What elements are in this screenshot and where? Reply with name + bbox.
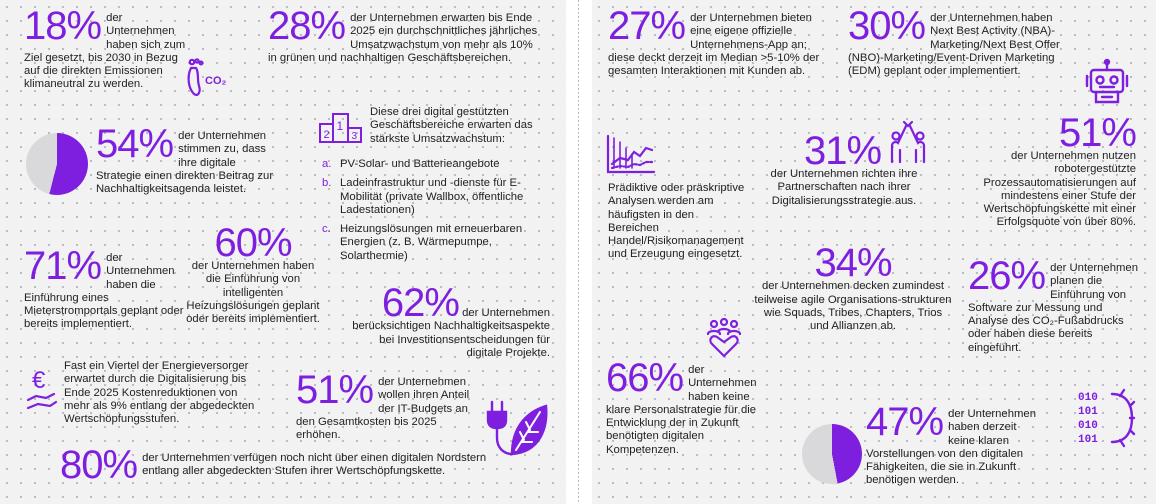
binary-row: 101	[1078, 406, 1098, 418]
stat-lead: der Unternehmen	[462, 307, 550, 319]
list-marker: b.	[322, 177, 332, 190]
stat-value: 66%	[606, 356, 684, 400]
euro-glyph: €	[32, 367, 46, 394]
stat-28: 28% der Unternehmen erwarten bis Ende 20…	[268, 4, 538, 65]
stat-value: 71%	[24, 244, 102, 288]
stat-value: 30%	[848, 4, 926, 48]
footprint-co2-icon: CO₂	[182, 54, 228, 100]
stat-label: der Unternehmen richten ihre Partnerscha…	[770, 168, 918, 207]
stat-value: 34%	[814, 241, 892, 285]
stat-value: 18%	[24, 4, 102, 48]
stat-31: 31% der Unternehmen richten ihre Partner…	[760, 129, 928, 208]
list-text: Heizungslösungen mit erneuerbaren Energi…	[340, 223, 523, 262]
stat-34: 34% der Unternehmen decken zumindest tei…	[754, 243, 952, 333]
list-text: PV-Solar- und Batterieangebote	[340, 158, 500, 170]
stat-27: 27% der Unternehmen bieten eine eigene o…	[608, 4, 820, 78]
stat-label: der Unternehmen erwarten bis Ende 2025 e…	[268, 12, 538, 64]
stat-80: 80% der Unternehmen verfügen noch nicht …	[60, 445, 490, 485]
svg-text:CO₂: CO₂	[205, 75, 227, 87]
stat-value: 27%	[608, 4, 686, 48]
podium-num: 1	[337, 119, 344, 133]
binary-gear-icon: 010 101 010 101	[1076, 388, 1136, 448]
stat-18: 18% der Unternehmen haben sich zum Ziel …	[24, 4, 186, 92]
stat-label: der Unternehmen stimmen zu, dass ihre di…	[96, 130, 274, 196]
stat-value: 31%	[804, 129, 882, 173]
stat-value: 51%	[296, 368, 374, 412]
podium-icon: 1 2 3	[318, 108, 364, 144]
stat-30: 30% der Unternehmen haben Next Best Acti…	[848, 4, 1072, 78]
stat-label: der Unternehmen haben die Einführung von…	[186, 260, 320, 326]
left-panel	[0, 0, 566, 504]
stat-value: 62%	[381, 281, 460, 325]
stat-value: 51%	[1058, 111, 1137, 155]
stat-value: 28%	[268, 4, 346, 48]
list-item: c. Heizungslösungen mit erneuerbaren Ener…	[322, 223, 550, 263]
podium-num: 3	[352, 131, 358, 142]
stat-label: der Unternehmen haben keine klare Person…	[606, 364, 757, 456]
stat-62: 62% der Unternehmen berücksichtigen Nach…	[350, 283, 550, 360]
stat-51-budget: 51% der Unternehmen wollen ihren Anteil …	[296, 368, 472, 442]
list-marker: a.	[322, 158, 332, 170]
stat-value: 47%	[866, 400, 944, 444]
stat-value: 60%	[214, 221, 292, 265]
robot-icon	[1084, 58, 1130, 106]
predictive-text: Prädiktive oder präskriptive Analysen we…	[608, 182, 745, 261]
stat-value: 26%	[968, 254, 1046, 298]
list-marker: c.	[322, 223, 331, 236]
divider-line	[578, 0, 579, 504]
panel-divider	[566, 0, 592, 504]
stat-label: der Unternehmen planen die Einführung vo…	[968, 262, 1138, 354]
binary-row: 101	[1078, 434, 1098, 446]
stat-26: 26% der Unternehmen planen die Einführun…	[968, 254, 1140, 355]
binary-row: 010	[1078, 420, 1098, 432]
stat-label: der Unternehmen wollen ihren Anteil der …	[296, 376, 470, 442]
stat-value: 54%	[96, 122, 174, 166]
stat-47: 47% der Unternehmen haben derzeit keine …	[866, 400, 1038, 488]
list-item: b. Ladeinfrastruktur und -dienste für E-M…	[322, 177, 550, 217]
stat-label: der Unternehmen nutzen robotergestützte …	[983, 150, 1136, 229]
stat-head: 34%	[754, 243, 952, 283]
stat-label: der Unternehmen haben Next Best Activity…	[848, 12, 1060, 78]
team-heart-icon	[702, 318, 746, 358]
stat-label: der Unternehmen decken zumindest teilwei…	[754, 280, 952, 333]
growth-list: a. PV-Solar- und Batterieangebote b. Ladei…	[322, 158, 550, 269]
binary-row: 010	[1078, 392, 1098, 404]
podium-intro: Diese drei digital gestützten Geschäftsb…	[370, 106, 533, 145]
stat-label: berücksichtigen Nachhaltigkeitsaspekte b…	[352, 320, 550, 359]
list-item: a. PV-Solar- und Batterieangebote	[322, 158, 550, 171]
stat-54: 54% der Unternehmen stimmen zu, dass ihr…	[96, 122, 278, 196]
stat-value: 80%	[60, 443, 138, 487]
stat-66: 66% der Unternehmen haben keine klare Pe…	[606, 356, 770, 457]
right-panel	[592, 0, 1156, 504]
analytics-chart-icon	[606, 134, 656, 174]
euro-hand-icon: €	[26, 364, 58, 412]
quarter-text: Fast ein Viertel der Energieversorger er…	[64, 360, 255, 426]
stat-60: 60% der Unternehmen haben die Einführung…	[186, 221, 320, 326]
pie-chart-54	[26, 133, 88, 195]
stat-label: der Unternehmen haben derzeit keine klar…	[866, 408, 1036, 487]
stat-label: der Unternehmen haben sich zum Ziel gese…	[24, 12, 186, 91]
pie-chart-47	[802, 424, 862, 484]
plug-leaf-icon	[482, 398, 550, 462]
stat-71: 71% der Unternehmen haben die Einführung…	[24, 244, 184, 332]
stat-label: der Unternehmen bieten eine eigene offiz…	[608, 12, 820, 78]
stat-label: der Unternehmen verfügen noch nicht über…	[142, 452, 487, 478]
stat-label: der Unternehmen haben die Einführung ein…	[24, 252, 184, 331]
stat-51-rpa: 51% der Unternehmen nutzen robotergestüt…	[960, 111, 1137, 230]
list-text: Ladeinfrastruktur und -dienste für E-Mob…	[340, 177, 524, 216]
high-five-icon	[886, 118, 930, 164]
podium-num: 2	[324, 129, 330, 141]
stat-head: 62% der Unternehmen	[350, 283, 550, 323]
